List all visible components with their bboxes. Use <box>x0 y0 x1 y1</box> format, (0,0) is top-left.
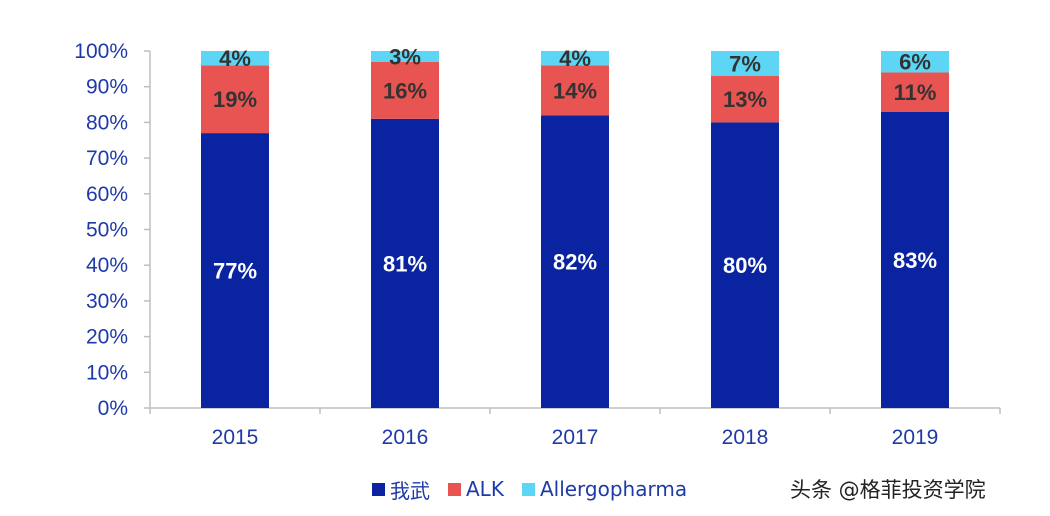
bar-Allergopharma-2016 <box>371 51 439 62</box>
x-tick-label: 2017 <box>552 426 599 449</box>
bar-ALK-2015 <box>201 65 269 134</box>
data-label-ALK-2015: 19% <box>213 87 257 112</box>
y-tick-label: 100% <box>74 40 128 63</box>
bar-Allergopharma-2015 <box>201 51 269 66</box>
data-label-Allergopharma-2018: 7% <box>729 51 761 76</box>
y-tick-label: 50% <box>86 219 128 242</box>
x-tick-label: 2018 <box>722 426 769 449</box>
y-tick-label: 10% <box>86 361 128 384</box>
y-tick-label: 20% <box>86 326 128 349</box>
bar-我武-2018 <box>711 122 779 409</box>
x-tick-label: 2015 <box>212 426 259 449</box>
bar-我武-2019 <box>881 111 949 408</box>
data-label-ALK-2017: 14% <box>553 78 597 103</box>
legend-swatch-alk <box>448 482 461 496</box>
legend-item-alk: ALK <box>448 477 504 501</box>
legend-item-allergopharma: Allergopharma <box>521 477 688 501</box>
y-tick-label: 40% <box>86 254 128 277</box>
data-label-Allergopharma-2019: 6% <box>899 50 931 75</box>
x-tick-label: 2016 <box>382 426 429 449</box>
legend-label-allergopharma: Allergopharma <box>539 477 688 501</box>
bar-我武-2016 <box>371 118 439 408</box>
data-label-ALK-2016: 16% <box>383 78 427 103</box>
data-label-ALK-2019: 11% <box>894 80 937 105</box>
y-tick-label: 60% <box>86 183 128 206</box>
y-tick-label: 30% <box>86 290 128 313</box>
bar-ALK-2017 <box>541 65 609 116</box>
y-tick-label: 80% <box>86 111 128 134</box>
y-tick-label: 0% <box>98 397 128 420</box>
bar-Allergopharma-2017 <box>541 51 609 66</box>
bar-ALK-2018 <box>711 75 779 123</box>
data-label-Allergopharma-2016: 3% <box>389 44 421 69</box>
data-label-Allergopharma-2017: 4% <box>559 46 591 71</box>
y-tick-label: 90% <box>86 76 128 99</box>
x-tick-label: 2019 <box>892 426 939 449</box>
legend-item-wowu: 我武 <box>372 475 430 504</box>
bar-我武-2015 <box>201 133 269 409</box>
legend-swatch-allergopharma <box>521 482 535 496</box>
legend: 我武 ALK Allergopharma <box>372 474 687 504</box>
y-tick-label: 70% <box>86 147 128 170</box>
data-label-Allergopharma-2015: 4% <box>219 46 251 71</box>
data-label-ALK-2018: 13% <box>723 87 767 112</box>
bar-我武-2017 <box>541 115 609 408</box>
legend-label-alk: ALK <box>466 477 504 501</box>
data-label-我武-2018: 80% <box>723 253 767 278</box>
bar-ALK-2016 <box>371 61 439 119</box>
bar-Allergopharma-2018 <box>711 51 779 76</box>
data-label-我武-2019: 83% <box>893 248 937 273</box>
bar-ALK-2019 <box>881 72 949 112</box>
bar-Allergopharma-2019 <box>881 51 949 73</box>
data-label-我武-2016: 81% <box>383 251 427 276</box>
legend-swatch-wowu <box>372 482 385 496</box>
watermark: 头条 @格菲投资学院 <box>790 478 986 502</box>
data-label-我武-2017: 82% <box>553 250 597 275</box>
data-label-我武-2015: 77% <box>213 259 257 284</box>
legend-label-wowu: 我武 <box>390 478 430 503</box>
